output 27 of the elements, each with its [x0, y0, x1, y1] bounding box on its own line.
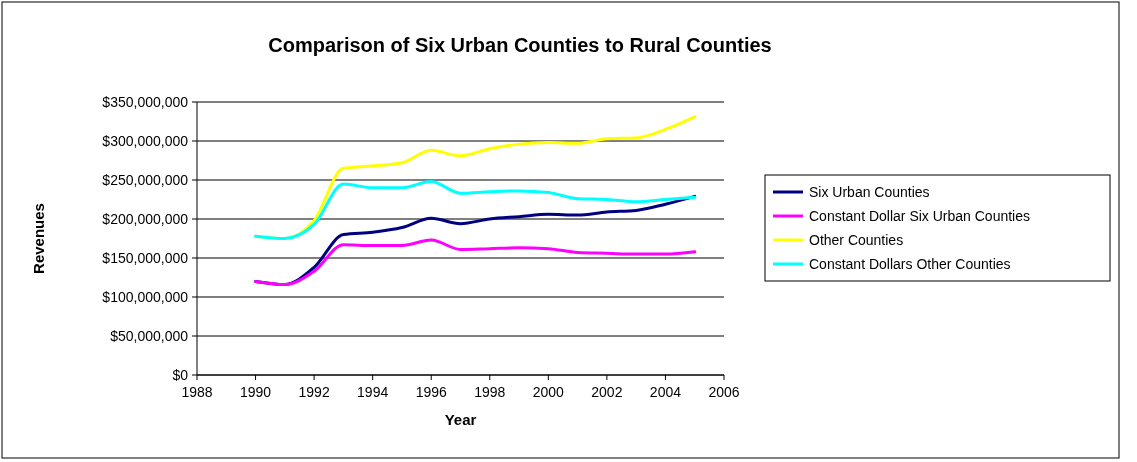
y-tick-label: $300,000,000 — [102, 132, 189, 149]
x-tick-label: 2000 — [532, 384, 565, 400]
y-tick-label: $350,000,000 — [102, 93, 189, 110]
line-series — [254, 180, 697, 240]
legend-label: Six Urban Counties — [809, 183, 930, 200]
x-tick-label: 1994 — [357, 384, 389, 400]
chart-title: Comparison of Six Urban Counties to Rural Counties — [268, 34, 772, 56]
line-series — [254, 238, 697, 287]
y-tick-label: $150,000,000 — [102, 249, 189, 266]
y-tick-label: $200,000,000 — [102, 210, 189, 227]
y-tick-label: $50,000,000 — [110, 327, 189, 344]
x-tick-label: 2002 — [591, 384, 623, 400]
x-tick-label: 2004 — [649, 384, 682, 400]
legend-label: Other Counties — [809, 231, 904, 248]
x-tick-label: 2006 — [708, 384, 740, 400]
y-tick-label: $250,000,000 — [102, 171, 189, 188]
legend-label: Constant Dollar Six Urban Counties — [809, 207, 1030, 224]
y-axis-title: Revenues — [30, 203, 47, 274]
y-tick-label: $100,000,000 — [102, 288, 189, 305]
x-tick-label: 1996 — [415, 384, 447, 400]
x-tick-label: 1998 — [474, 384, 506, 400]
x-tick-label: 1988 — [181, 384, 213, 400]
y-tick-label: $0 — [172, 366, 189, 383]
x-tick-label: 1992 — [298, 384, 330, 400]
x-tick-label: 1990 — [239, 384, 272, 400]
legend-label: Constant Dollars Other Counties — [809, 255, 1011, 272]
x-axis-title: Year — [444, 411, 477, 428]
